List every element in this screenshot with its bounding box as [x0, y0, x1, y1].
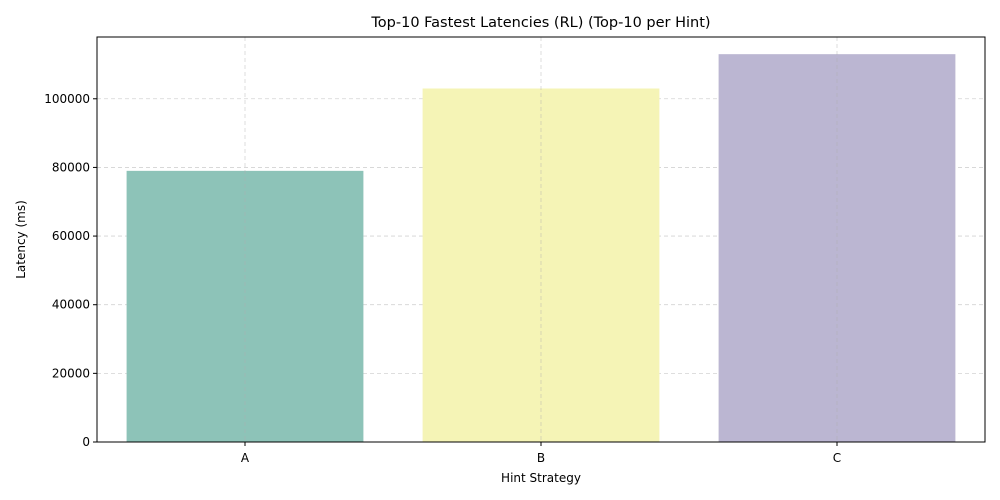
x-axis: A B C	[241, 442, 841, 465]
y-axis: 0 20000 40000 60000 80000 100000	[44, 92, 97, 449]
y-axis-label: Latency (ms)	[14, 200, 28, 279]
y-tick-label: 80000	[52, 160, 90, 174]
y-tick-label: 100000	[44, 92, 90, 106]
grid-layer-vertical	[244, 37, 838, 442]
y-tick-label: 40000	[52, 298, 90, 312]
x-tick-label: B	[537, 451, 545, 465]
chart-title: Top-10 Fastest Latencies (RL) (Top-10 pe…	[370, 15, 710, 31]
x-axis-label: Hint Strategy	[501, 471, 581, 485]
x-tick-label: C	[833, 451, 841, 465]
x-tick-label: A	[241, 451, 250, 465]
y-tick-label: 60000	[52, 229, 90, 243]
y-tick-label: 20000	[52, 366, 90, 380]
y-tick-label: 0	[82, 435, 90, 449]
